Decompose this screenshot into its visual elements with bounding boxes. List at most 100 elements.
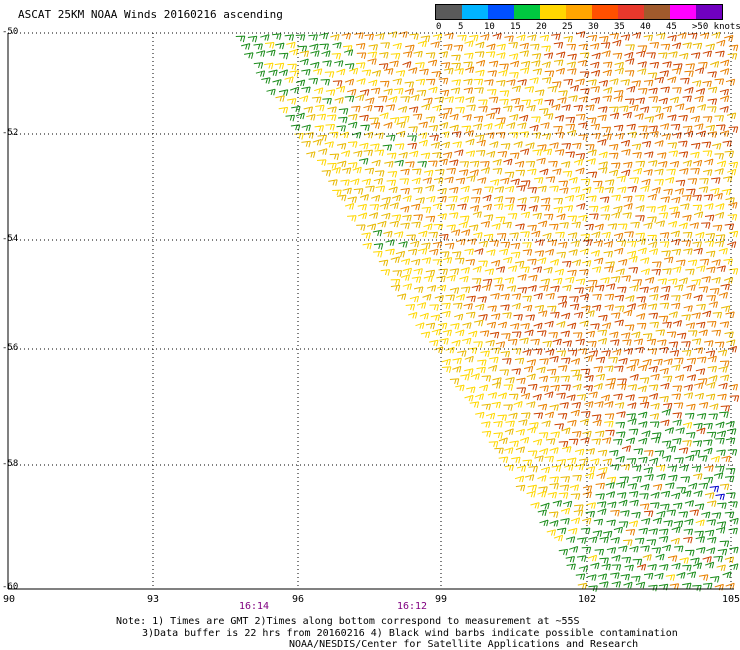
wind-barb <box>455 177 466 185</box>
wind-barb <box>692 42 703 50</box>
wind-barb <box>396 293 407 301</box>
wind-barb <box>466 175 476 182</box>
wind-barb <box>628 428 639 436</box>
wind-barb <box>495 132 506 139</box>
wind-barb <box>727 449 738 456</box>
wind-barb <box>474 51 485 58</box>
wind-barb <box>517 197 527 204</box>
wind-barb <box>689 509 699 517</box>
wind-barb <box>468 224 479 232</box>
wind-barb <box>539 34 550 42</box>
wind-barb <box>715 437 725 445</box>
wind-barb <box>423 275 434 283</box>
wind-barb <box>627 384 638 391</box>
wind-barb <box>386 134 396 142</box>
wind-barb <box>686 357 697 365</box>
wind-barb <box>556 350 567 357</box>
wind-barb <box>426 195 436 203</box>
wind-barb <box>442 257 453 264</box>
wind-barb <box>469 401 480 409</box>
wind-barb <box>490 293 500 300</box>
wind-barb <box>438 77 449 85</box>
wind-barb <box>543 266 553 274</box>
wind-barb <box>374 149 385 157</box>
wind-barb <box>671 302 681 310</box>
wind-barb <box>567 322 577 330</box>
wind-barb <box>660 419 670 427</box>
wind-barb <box>440 141 451 149</box>
wind-barb <box>649 61 660 69</box>
wind-barb <box>453 302 463 310</box>
wind-barb <box>618 357 628 365</box>
wind-barb <box>584 223 594 231</box>
wind-barb <box>663 520 673 527</box>
wind-barb <box>538 310 548 317</box>
wind-barb <box>644 450 654 457</box>
wind-barb <box>725 78 736 86</box>
wind-barb <box>695 368 706 375</box>
wind-barb <box>552 168 562 175</box>
wind-barb <box>532 438 543 446</box>
wind-barb <box>463 61 473 69</box>
wind-barb <box>710 455 720 463</box>
wind-barb <box>684 500 694 507</box>
wind-barb <box>705 124 716 132</box>
wind-barb <box>674 284 684 292</box>
wind-barb <box>529 77 539 84</box>
wind-barb <box>502 221 512 229</box>
wind-barb <box>711 259 721 266</box>
wind-barb <box>473 319 484 327</box>
wind-barb <box>588 391 598 399</box>
wind-barb <box>718 292 728 299</box>
wind-barb <box>698 61 708 69</box>
wind-barb <box>541 77 552 84</box>
wind-barb <box>545 438 556 445</box>
wind-barb <box>478 314 488 321</box>
wind-barb <box>420 35 431 43</box>
wind-barb <box>544 411 555 419</box>
wind-barb <box>556 251 566 259</box>
wind-barb <box>667 555 678 562</box>
wind-barb <box>329 153 340 161</box>
wind-barb <box>481 375 492 382</box>
wind-barb <box>493 432 503 439</box>
wind-barb <box>508 132 519 139</box>
wind-barb <box>686 284 696 291</box>
wind-barb <box>656 32 666 40</box>
wind-barb <box>658 536 669 543</box>
wind-barb <box>380 42 390 49</box>
wind-barb <box>427 59 438 67</box>
wind-barb <box>627 185 637 193</box>
wind-barb <box>556 51 566 59</box>
wind-barb <box>703 194 714 201</box>
wind-barb <box>288 48 299 56</box>
wind-barb <box>701 511 711 519</box>
wind-barb <box>709 485 720 493</box>
wind-barb <box>554 132 565 139</box>
wind-barb <box>411 276 422 284</box>
wind-barb <box>578 565 589 573</box>
wind-barb <box>336 68 346 76</box>
wind-barb <box>364 131 374 139</box>
wind-barb <box>461 229 471 236</box>
wind-barb <box>609 449 619 457</box>
wind-barb <box>591 414 602 421</box>
wind-barb <box>600 205 610 212</box>
wind-barb <box>681 341 691 348</box>
wind-barb <box>527 426 537 434</box>
wind-barb <box>463 78 473 86</box>
wind-barb <box>681 314 691 321</box>
wind-barb <box>475 303 485 311</box>
wind-barb <box>459 275 469 283</box>
wind-barb <box>577 537 587 545</box>
wind-barb <box>410 203 421 211</box>
wind-barb <box>438 112 448 120</box>
wind-barb <box>444 176 454 184</box>
wind-barb <box>708 413 718 421</box>
wind-barb <box>703 439 713 447</box>
wind-barb <box>469 160 480 168</box>
wind-barb <box>432 241 443 249</box>
wind-barb <box>584 375 594 382</box>
wind-barb <box>425 52 436 59</box>
wind-barb <box>509 72 519 79</box>
